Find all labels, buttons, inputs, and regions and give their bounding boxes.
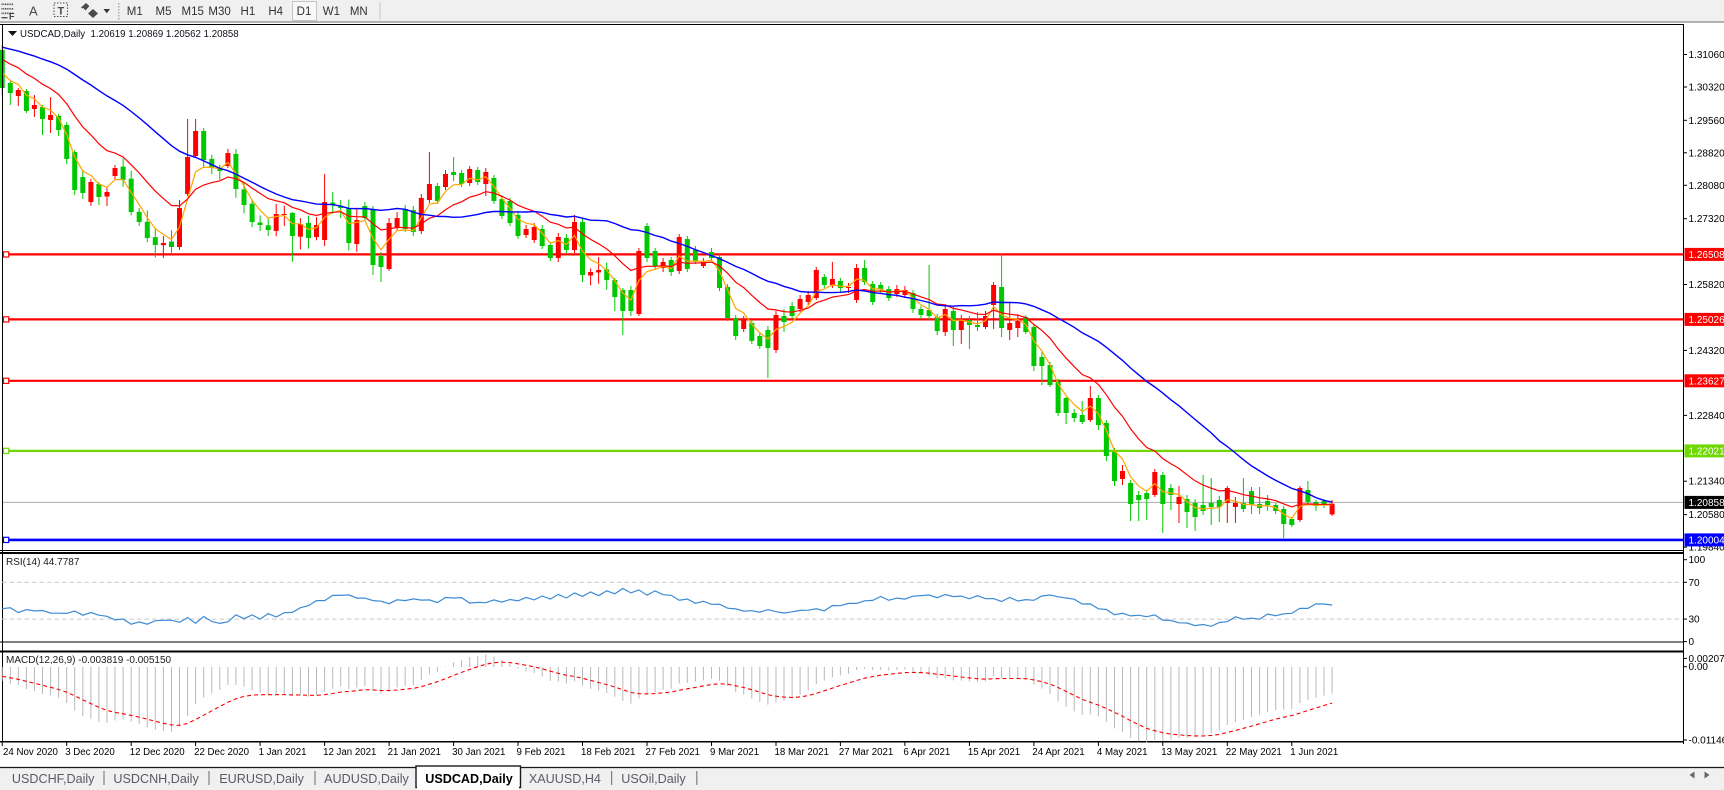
svg-text:1 Jun 2021: 1 Jun 2021	[1290, 747, 1338, 758]
svg-text:F: F	[9, 12, 15, 22]
svg-text:1.26508: 1.26508	[1689, 250, 1724, 261]
svg-text:1.23627: 1.23627	[1689, 376, 1724, 387]
svg-text:27 Mar 2021: 27 Mar 2021	[839, 747, 893, 758]
svg-text:13 May 2021: 13 May 2021	[1161, 747, 1217, 758]
svg-text:27 Feb 2021: 27 Feb 2021	[646, 747, 700, 758]
svg-text:70: 70	[1689, 578, 1701, 589]
svg-text:18 Feb 2021: 18 Feb 2021	[581, 747, 635, 758]
svg-text:9 Mar 2021: 9 Mar 2021	[710, 747, 759, 758]
svg-text:1.30320: 1.30320	[1689, 83, 1724, 94]
svg-text:22 May 2021: 22 May 2021	[1226, 747, 1282, 758]
svg-text:1.24320: 1.24320	[1689, 346, 1724, 357]
svg-text:USDCAD,Daily: USDCAD,Daily	[425, 772, 512, 786]
svg-text:USDCNH,Daily: USDCNH,Daily	[113, 772, 199, 786]
svg-text:W1: W1	[323, 6, 340, 18]
svg-text:1.20004: 1.20004	[1689, 535, 1724, 546]
svg-text:M30: M30	[208, 6, 230, 18]
svg-text:6 Apr 2021: 6 Apr 2021	[903, 747, 950, 758]
svg-text:H4: H4	[268, 6, 283, 18]
svg-text:22 Dec 2020: 22 Dec 2020	[194, 747, 250, 758]
svg-text:1.20858: 1.20858	[1689, 498, 1724, 509]
svg-text:1.28080: 1.28080	[1689, 181, 1724, 192]
svg-text:MN: MN	[350, 6, 368, 18]
svg-text:24 Apr 2021: 24 Apr 2021	[1032, 747, 1084, 758]
svg-text:M15: M15	[182, 6, 204, 18]
svg-text:1.28820: 1.28820	[1689, 148, 1724, 159]
svg-text:3 Dec 2020: 3 Dec 2020	[65, 747, 115, 758]
svg-text:USDCAD,Daily 1.20619 1.20869: USDCAD,Daily 1.20619 1.20869 1.20562 1.2…	[20, 29, 239, 40]
svg-text:21 Jan 2021: 21 Jan 2021	[388, 747, 441, 758]
svg-text:1.22840: 1.22840	[1689, 411, 1724, 422]
svg-text:18 Mar 2021: 18 Mar 2021	[775, 747, 829, 758]
svg-text:-0.01146: -0.01146	[1689, 736, 1724, 747]
svg-text:1.20580: 1.20580	[1689, 510, 1724, 521]
svg-text:1.29560: 1.29560	[1689, 116, 1724, 127]
svg-text:USDCHF,Daily: USDCHF,Daily	[12, 772, 95, 786]
svg-text:4 May 2021: 4 May 2021	[1097, 747, 1148, 758]
svg-text:USOil,Daily: USOil,Daily	[621, 772, 686, 786]
svg-text:0.00: 0.00	[1689, 662, 1709, 673]
svg-text:12 Dec 2020: 12 Dec 2020	[130, 747, 186, 758]
svg-text:9 Feb 2021: 9 Feb 2021	[517, 747, 566, 758]
svg-text:RSI(14) 44.7787: RSI(14) 44.7787	[6, 557, 80, 568]
svg-text:15 Apr 2021: 15 Apr 2021	[968, 747, 1020, 758]
svg-text:24 Nov 2020: 24 Nov 2020	[3, 747, 59, 758]
svg-text:1.22021: 1.22021	[1689, 446, 1724, 457]
svg-text:30 Jan 2021: 30 Jan 2021	[452, 747, 505, 758]
svg-text:M1: M1	[127, 6, 143, 18]
svg-text:1 Jan 2021: 1 Jan 2021	[259, 747, 307, 758]
svg-text:A: A	[29, 4, 38, 19]
svg-text:1.31060: 1.31060	[1689, 50, 1724, 61]
svg-text:100: 100	[1689, 555, 1706, 566]
svg-text:XAUUSD,H4: XAUUSD,H4	[529, 772, 601, 786]
svg-text:1.25026: 1.25026	[1689, 315, 1724, 326]
svg-text:1.27320: 1.27320	[1689, 214, 1724, 225]
svg-text:AUDUSD,Daily: AUDUSD,Daily	[324, 772, 409, 786]
svg-text:EURUSD,Daily: EURUSD,Daily	[219, 772, 304, 786]
svg-text:1.19840: 1.19840	[1689, 543, 1724, 554]
svg-text:D1: D1	[297, 6, 312, 18]
svg-text:0.002074: 0.002074	[1689, 654, 1724, 665]
svg-text:12 Jan 2021: 12 Jan 2021	[323, 747, 376, 758]
svg-text:1.25820: 1.25820	[1689, 280, 1724, 291]
svg-text:M5: M5	[156, 6, 172, 18]
svg-text:T: T	[58, 6, 65, 18]
svg-text:30: 30	[1689, 615, 1701, 626]
svg-text:1.21340: 1.21340	[1689, 477, 1724, 488]
svg-text:0: 0	[1689, 637, 1695, 648]
svg-text:MACD(12,26,9) -0.003819 -0.005: MACD(12,26,9) -0.003819 -0.005150	[6, 655, 172, 666]
svg-text:H1: H1	[241, 6, 256, 18]
